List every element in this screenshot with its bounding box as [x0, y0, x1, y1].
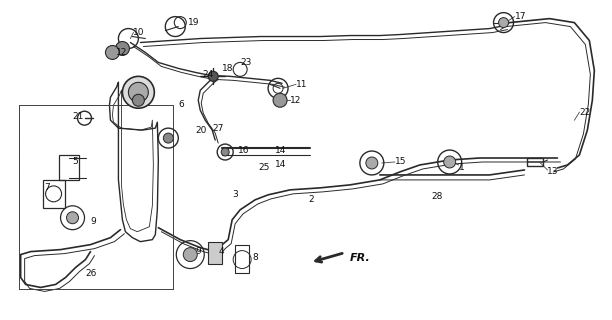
- Text: 1: 1: [458, 164, 465, 172]
- Circle shape: [221, 148, 229, 156]
- Circle shape: [183, 248, 197, 261]
- Circle shape: [208, 71, 218, 81]
- Circle shape: [444, 156, 456, 168]
- Text: 17: 17: [515, 12, 526, 21]
- Circle shape: [499, 18, 509, 28]
- Bar: [59, 155, 78, 180]
- Text: 20: 20: [195, 126, 207, 135]
- Text: 12: 12: [290, 96, 302, 105]
- Text: 16: 16: [238, 146, 250, 155]
- Text: FR.: FR.: [350, 252, 371, 263]
- Text: 14: 14: [275, 146, 286, 155]
- Text: 12: 12: [116, 48, 128, 57]
- Text: 4: 4: [218, 247, 224, 256]
- Text: 23: 23: [240, 58, 252, 67]
- Text: 6: 6: [178, 100, 184, 109]
- Circle shape: [67, 212, 78, 224]
- Circle shape: [116, 42, 129, 55]
- Text: 9: 9: [91, 217, 96, 226]
- Text: 24: 24: [202, 70, 214, 79]
- Circle shape: [366, 157, 378, 169]
- Circle shape: [129, 82, 148, 102]
- Text: 9: 9: [195, 247, 201, 256]
- Text: 2: 2: [308, 195, 313, 204]
- Text: 22: 22: [580, 108, 591, 117]
- Text: 7: 7: [45, 183, 50, 192]
- Circle shape: [273, 93, 287, 107]
- Circle shape: [132, 94, 144, 106]
- Bar: [208, 242, 222, 264]
- Bar: [235, 244, 249, 273]
- Text: 15: 15: [395, 157, 406, 166]
- Text: 28: 28: [431, 192, 443, 201]
- Text: 14: 14: [275, 160, 286, 170]
- Text: 3: 3: [232, 190, 238, 199]
- Bar: [18, 105, 173, 289]
- Text: 13: 13: [548, 167, 559, 176]
- Text: 8: 8: [252, 253, 258, 262]
- Text: 5: 5: [73, 157, 78, 166]
- Bar: [43, 180, 64, 208]
- Circle shape: [105, 45, 119, 60]
- Bar: [18, 105, 173, 289]
- Text: 11: 11: [296, 80, 307, 89]
- Text: 10: 10: [133, 28, 145, 37]
- Text: 26: 26: [86, 269, 97, 278]
- Text: 19: 19: [188, 18, 200, 27]
- Bar: [528, 158, 543, 166]
- Text: 27: 27: [212, 124, 223, 132]
- Circle shape: [163, 133, 173, 143]
- Text: 25: 25: [258, 164, 269, 172]
- Text: 18: 18: [222, 64, 234, 73]
- Text: 21: 21: [73, 112, 84, 121]
- Circle shape: [122, 76, 154, 108]
